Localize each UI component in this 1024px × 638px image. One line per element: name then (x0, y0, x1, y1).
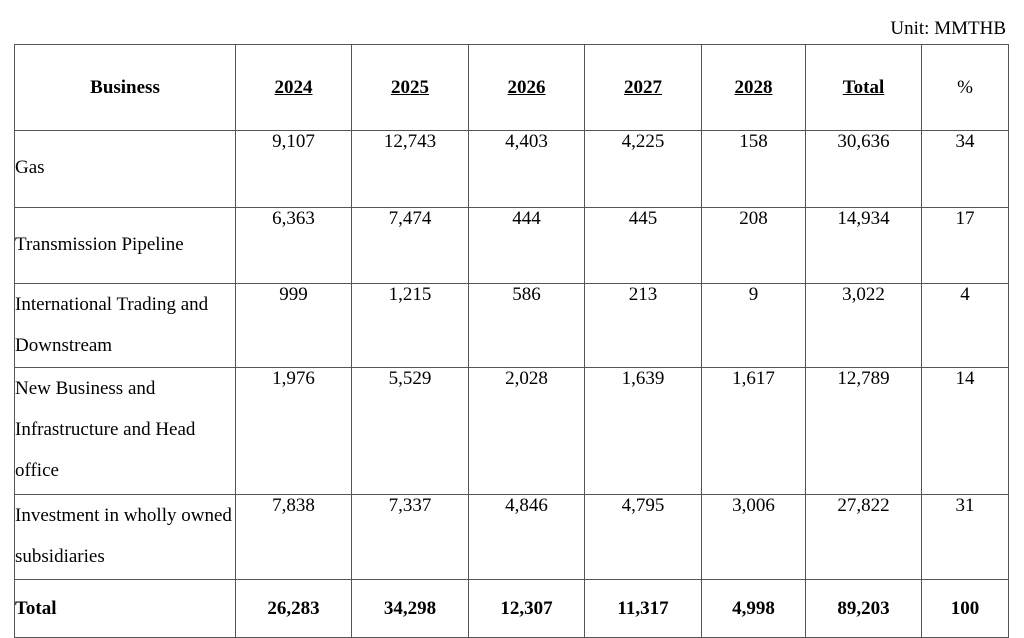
table-cell: 14,934 (805, 207, 922, 284)
total-cell: 4,998 (701, 579, 806, 638)
header-total: Total (805, 44, 922, 131)
header-business: Business (14, 44, 236, 131)
table-cell: 4,225 (584, 130, 702, 208)
header-row: Business 2024 2025 2026 2027 2028 Total … (14, 44, 1009, 131)
row-label: Transmission Pipeline (14, 207, 236, 284)
table-cell: 6,363 (235, 207, 352, 284)
table-cell: 7,337 (351, 494, 469, 580)
capex-table: Business 2024 2025 2026 2027 2028 Total … (14, 44, 1009, 638)
table-cell: 3,022 (805, 283, 922, 368)
table-cell: 444 (468, 207, 585, 284)
table-row: Transmission Pipeline 6,363 7,474 444 44… (14, 207, 1009, 284)
table-cell: 14 (921, 367, 1009, 495)
table-cell: 158 (701, 130, 806, 208)
table-cell: 4 (921, 283, 1009, 368)
table-row: Investment in wholly owned subsidiaries … (14, 494, 1009, 580)
table-cell: 34 (921, 130, 1009, 208)
table-cell: 1,617 (701, 367, 806, 495)
table-cell: 586 (468, 283, 585, 368)
table-cell: 4,846 (468, 494, 585, 580)
header-2027: 2027 (584, 44, 702, 131)
table-cell: 1,976 (235, 367, 352, 495)
table-cell: 9 (701, 283, 806, 368)
table-cell: 27,822 (805, 494, 922, 580)
table-cell: 30,636 (805, 130, 922, 208)
header-2024: 2024 (235, 44, 352, 131)
table-row: New Business and Infrastructure and Head… (14, 367, 1009, 495)
table-cell: 31 (921, 494, 1009, 580)
table-cell: 2,028 (468, 367, 585, 495)
header-percent: % (921, 44, 1009, 131)
row-label: New Business and Infrastructure and Head… (14, 367, 236, 495)
table-cell: 4,795 (584, 494, 702, 580)
table-cell: 12,789 (805, 367, 922, 495)
total-cell: 89,203 (805, 579, 922, 638)
table-cell: 17 (921, 207, 1009, 284)
total-cell: 26,283 (235, 579, 352, 638)
total-row: Total 26,283 34,298 12,307 11,317 4,998 … (14, 579, 1009, 638)
table-cell: 3,006 (701, 494, 806, 580)
header-2025: 2025 (351, 44, 469, 131)
row-label: Gas (14, 130, 236, 208)
header-2026: 2026 (468, 44, 585, 131)
total-cell: 11,317 (584, 579, 702, 638)
table-cell: 9,107 (235, 130, 352, 208)
table-cell: 7,474 (351, 207, 469, 284)
table-cell: 999 (235, 283, 352, 368)
table-cell: 4,403 (468, 130, 585, 208)
table-cell: 213 (584, 283, 702, 368)
table-cell: 5,529 (351, 367, 469, 495)
unit-label: Unit: MMTHB (890, 18, 1006, 39)
total-cell: 12,307 (468, 579, 585, 638)
table-row: International Trading and Downstream 999… (14, 283, 1009, 368)
table-cell: 7,838 (235, 494, 352, 580)
total-cell: 100 (921, 579, 1009, 638)
table-cell: 445 (584, 207, 702, 284)
table-cell: 1,639 (584, 367, 702, 495)
table-cell: 1,215 (351, 283, 469, 368)
table-cell: 12,743 (351, 130, 469, 208)
total-cell: 34,298 (351, 579, 469, 638)
row-label: Investment in wholly owned subsidiaries (14, 494, 236, 580)
header-2028: 2028 (701, 44, 806, 131)
table-cell: 208 (701, 207, 806, 284)
total-label: Total (14, 579, 236, 638)
row-label: International Trading and Downstream (14, 283, 236, 368)
table-row: Gas 9,107 12,743 4,403 4,225 158 30,636 … (14, 130, 1009, 208)
